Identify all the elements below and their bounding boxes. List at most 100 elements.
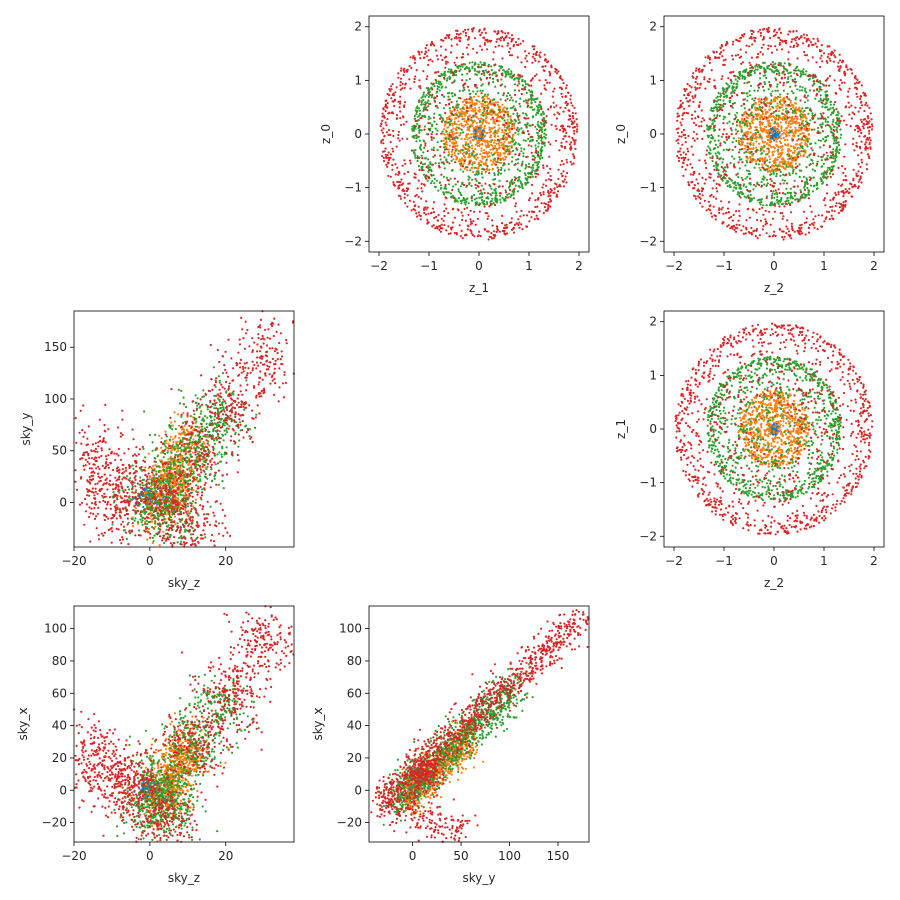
data-point (443, 148, 446, 151)
data-point (469, 209, 472, 212)
data-point (522, 40, 525, 43)
data-point (442, 191, 445, 194)
data-point (422, 169, 425, 172)
data-point (408, 78, 411, 81)
data-point (752, 152, 755, 155)
data-point (459, 113, 462, 116)
data-point (502, 152, 505, 155)
data-point (488, 172, 491, 175)
data-point (476, 90, 479, 93)
data-point (398, 139, 401, 142)
data-point (536, 205, 539, 208)
data-point (495, 74, 498, 77)
data-point (397, 133, 400, 137)
data-point (721, 179, 724, 182)
data-point (461, 52, 465, 56)
data-point (517, 80, 520, 83)
data-point (792, 147, 796, 150)
data-point (809, 142, 812, 146)
data-point (425, 174, 428, 177)
data-point (382, 108, 385, 111)
data-point (416, 115, 419, 118)
data-point (555, 127, 558, 130)
data-point (440, 217, 443, 220)
data-point (794, 81, 797, 84)
data-point (490, 127, 493, 130)
data-point (415, 212, 418, 215)
data-point (491, 219, 494, 222)
data-point (520, 147, 523, 150)
data-point (474, 85, 477, 88)
data-point (480, 72, 483, 76)
data-point (519, 181, 523, 184)
data-point (397, 137, 400, 140)
data-point (804, 233, 807, 236)
data-point (718, 114, 721, 117)
data-point (737, 191, 740, 194)
data-point (392, 129, 395, 132)
data-point (501, 108, 504, 111)
data-point (539, 157, 542, 160)
data-point (389, 133, 392, 136)
data-point (754, 132, 757, 135)
data-point (517, 162, 520, 165)
data-point (485, 151, 488, 154)
data-point (770, 201, 774, 204)
data-point (425, 177, 428, 180)
data-point (461, 214, 464, 217)
data-point (774, 96, 777, 99)
data-point (743, 107, 746, 110)
data-point (483, 74, 486, 77)
data-point (471, 101, 474, 104)
data-point (467, 178, 470, 181)
data-point (822, 162, 826, 165)
data-point (766, 153, 769, 156)
data-point (692, 72, 695, 75)
data-point (859, 97, 862, 101)
data-point (485, 95, 488, 98)
data-point (451, 188, 454, 192)
data-point (804, 116, 807, 119)
data-point (483, 151, 486, 155)
data-point (534, 175, 537, 178)
data-point (717, 103, 720, 106)
data-point (540, 139, 543, 142)
data-point (754, 113, 757, 116)
data-point (442, 219, 445, 222)
data-point (436, 87, 439, 91)
data-point (445, 229, 448, 232)
data-point (462, 170, 465, 173)
data-point (450, 129, 453, 132)
data-point (464, 28, 467, 31)
data-point (416, 156, 419, 160)
data-point (778, 106, 782, 109)
data-point (387, 151, 390, 154)
data-point (417, 195, 420, 198)
data-point (427, 133, 430, 136)
data-point (723, 88, 726, 91)
data-point (420, 103, 423, 106)
data-point (442, 107, 445, 110)
data-point (484, 212, 487, 215)
data-point (510, 34, 514, 37)
data-point (426, 55, 429, 58)
data-point (416, 187, 419, 190)
data-point (571, 153, 575, 156)
data-point (436, 148, 439, 152)
data-point (746, 95, 749, 98)
data-point (491, 197, 494, 200)
data-point (806, 156, 809, 159)
data-point (540, 202, 543, 205)
data-point (841, 81, 844, 84)
data-point (553, 106, 556, 109)
data-point (714, 152, 717, 155)
data-point (762, 204, 765, 207)
data-point (514, 177, 518, 180)
data-point (423, 162, 427, 165)
data-point (417, 205, 420, 208)
data-point (691, 95, 694, 98)
data-point (776, 137, 779, 141)
data-point (435, 49, 438, 52)
data-point (425, 208, 428, 211)
data-point (570, 123, 574, 126)
